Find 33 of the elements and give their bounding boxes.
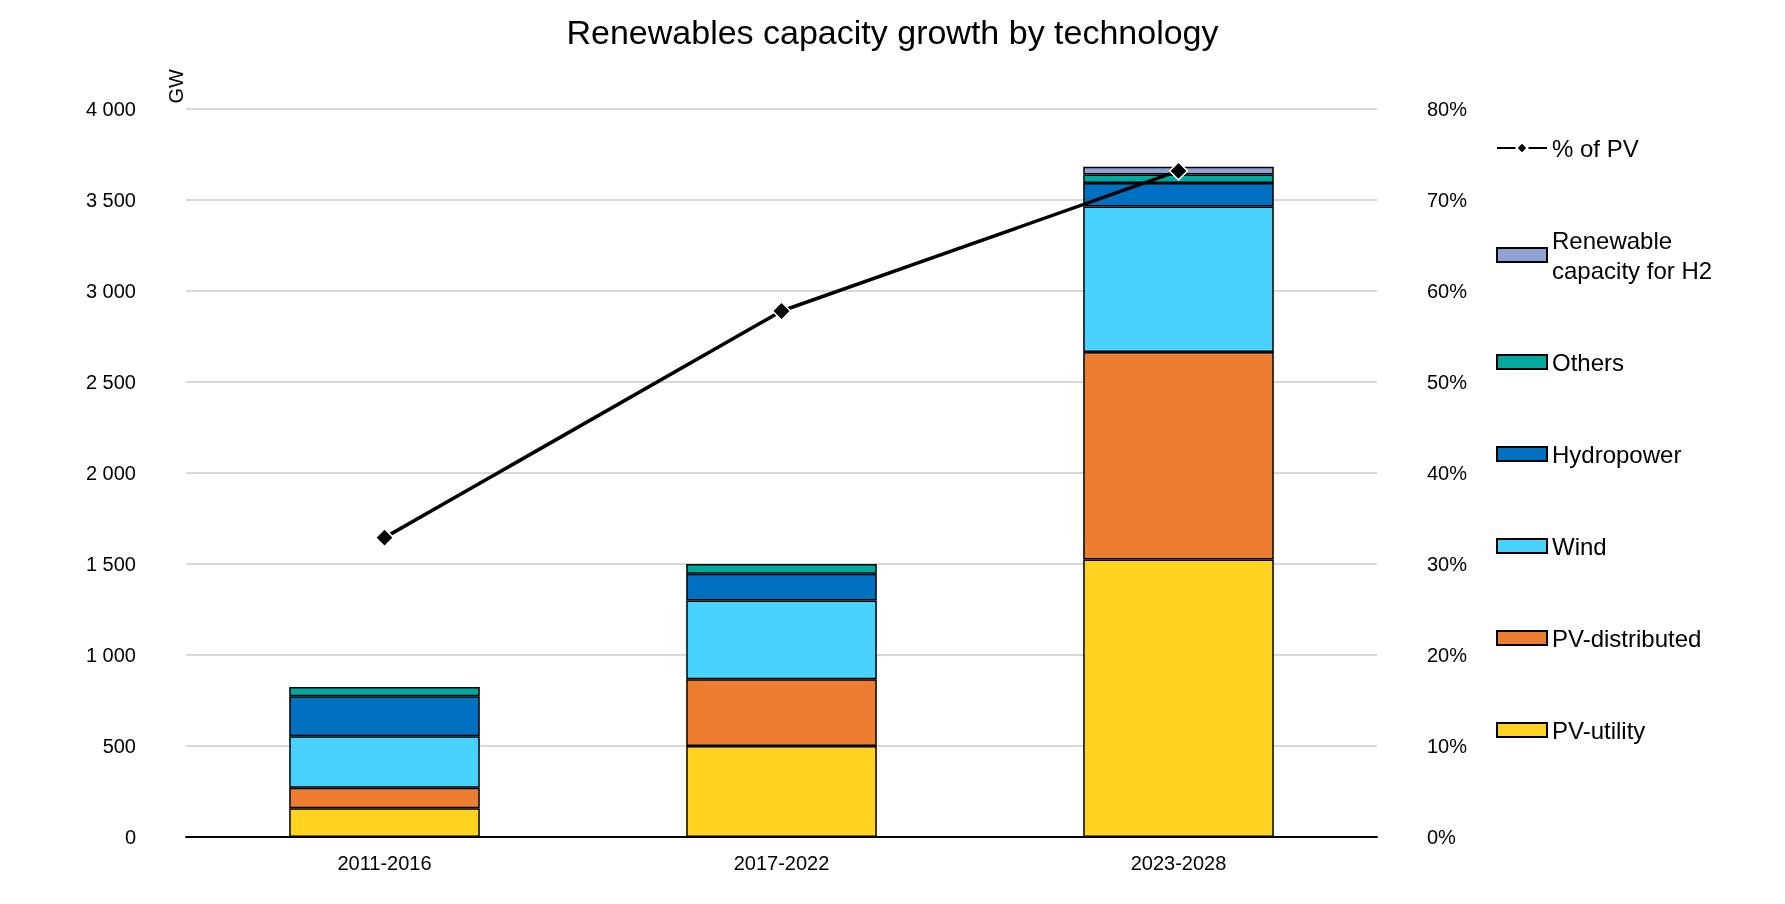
y-tick-label: 3 500 [85, 189, 136, 211]
y2-tick-label: 80% [1427, 98, 1468, 120]
point [1168, 161, 1189, 181]
chart-title: Renewables capacity growth by technology [566, 13, 1219, 51]
y2-tick-label: 50% [1427, 371, 1468, 393]
legend-label: PV-utility [1552, 716, 1646, 744]
y-tick-label: 0 [124, 826, 136, 848]
point [771, 301, 792, 321]
legend-label: Others [1552, 348, 1625, 376]
y2-tick-label: 20% [1427, 644, 1468, 666]
x-tick-label: 2017-2022 [733, 852, 830, 874]
y-tick-label: 3 000 [85, 280, 136, 302]
y-tick-label: 1 500 [85, 553, 136, 575]
legend-label: Renewable capacity for H2 [1552, 226, 1713, 284]
point [374, 527, 395, 548]
legend-label: % of PV [1552, 134, 1639, 162]
legend-label: PV-distributed [1552, 624, 1702, 652]
y2-tick-label: 70% [1427, 189, 1468, 211]
legend-label: Wind [1552, 532, 1607, 560]
y-tick-label: 4 000 [85, 98, 136, 120]
y2-tick-label: 0% [1427, 826, 1457, 848]
y2-tick-label: 10% [1427, 735, 1468, 757]
y2-tick-label: 60% [1427, 280, 1468, 302]
x-tick-label: 2023-2028 [1130, 852, 1227, 874]
y-tick-label: 1 000 [85, 644, 136, 666]
y-tick-label: 2 500 [85, 371, 136, 393]
y2-tick-label: 40% [1427, 462, 1468, 484]
x-tick-label: 2011-2016 [337, 852, 432, 874]
y-tick-label: 2 000 [85, 462, 136, 484]
legend-label: Hydropower [1552, 440, 1682, 468]
y2-tick-label: 30% [1427, 553, 1468, 575]
y-axis-title: GW [165, 68, 187, 104]
y-tick-label: 500 [102, 735, 136, 757]
